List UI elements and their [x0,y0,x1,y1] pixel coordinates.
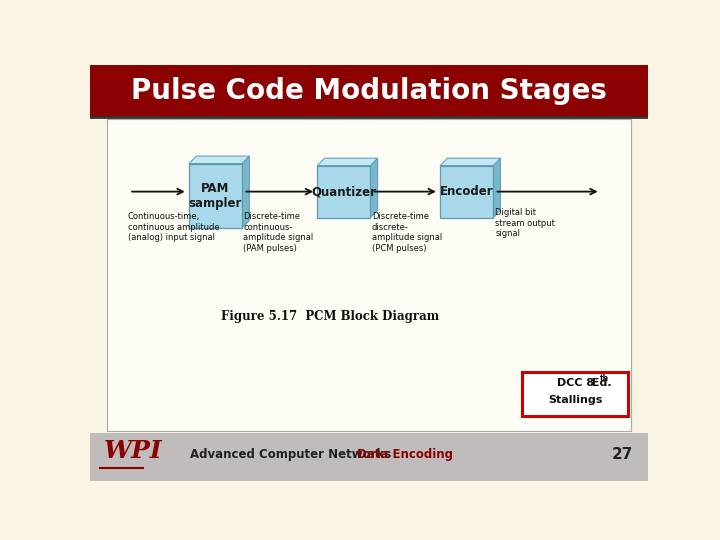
Text: Data Encoding: Data Encoding [357,448,454,461]
Text: th: th [600,374,609,383]
Text: WPI: WPI [104,439,163,463]
Text: Ed.: Ed. [588,377,611,388]
Text: Encoder: Encoder [440,185,493,198]
FancyBboxPatch shape [107,119,631,431]
Text: PAM
sampler: PAM sampler [189,182,242,210]
FancyBboxPatch shape [318,166,370,218]
Text: Figure 5.17  PCM Block Diagram: Figure 5.17 PCM Block Diagram [221,310,439,323]
Text: Quantizer: Quantizer [311,185,377,198]
Text: DCC 8: DCC 8 [557,377,594,388]
Text: 27: 27 [612,447,634,462]
Polygon shape [318,158,378,166]
Polygon shape [440,158,500,166]
FancyBboxPatch shape [523,373,629,416]
Polygon shape [242,156,249,228]
FancyBboxPatch shape [189,164,242,228]
Point [96,464,104,471]
Text: Discrete-time
continuous-
amplitude signal
(PAM pulses): Discrete-time continuous- amplitude sign… [243,212,314,253]
Text: Pulse Code Modulation Stages: Pulse Code Modulation Stages [131,77,607,105]
Text: Continuous-time,
continuous amplitude
(analog) input signal: Continuous-time, continuous amplitude (a… [128,212,220,242]
Polygon shape [370,158,378,218]
Text: Discrete-time
discrete-
amplitude signal
(PCM pulses): Discrete-time discrete- amplitude signal… [372,212,442,253]
Text: Digital bit
stream output
signal: Digital bit stream output signal [495,208,555,238]
Polygon shape [189,156,249,164]
Text: Advanced Computer Networks: Advanced Computer Networks [190,448,392,461]
FancyBboxPatch shape [440,166,493,218]
Point [139,464,148,471]
Polygon shape [493,158,500,218]
FancyBboxPatch shape [90,65,648,117]
Text: Stallings: Stallings [548,395,603,405]
FancyBboxPatch shape [90,433,648,481]
